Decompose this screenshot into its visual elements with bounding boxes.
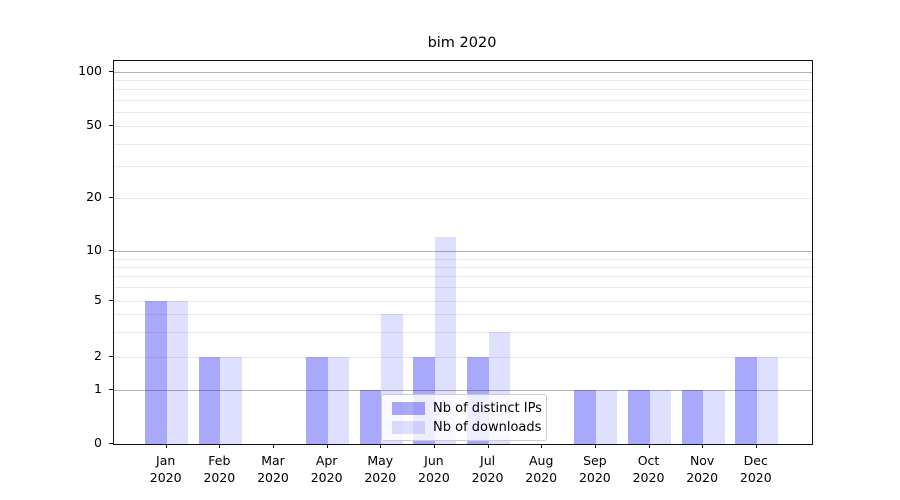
gridline-y-5 (114, 300, 812, 302)
bar-downloads-oct (649, 389, 671, 444)
y-tick-mark-2 (109, 356, 113, 357)
x-tick-mark-feb (219, 444, 221, 448)
x-tick-mark-sep (594, 444, 596, 448)
y-tick-label-5: 5 (94, 291, 102, 307)
bar-downloads-jun (434, 237, 457, 444)
gridline-y-2 (114, 357, 812, 358)
x-tick-label-jan: Jan 2020 (149, 453, 182, 485)
bar-distinct-ips-feb (198, 357, 221, 444)
bar-distinct-ips-nov (681, 389, 704, 444)
y-tick-mark-20 (109, 197, 113, 198)
y-tick-label-1: 1 (94, 380, 102, 396)
bar-downloads-dec (756, 357, 779, 444)
x-tick-mark-mar (272, 444, 274, 448)
x-tick-label-apr: Apr 2020 (310, 453, 343, 485)
gridline-y-1 (114, 389, 812, 391)
x-tick-label-may: May 2020 (364, 453, 397, 485)
y-tick-label-2: 2 (94, 348, 102, 363)
y-tick-label-0: 0 (94, 435, 102, 450)
gridline-y-3 (114, 331, 812, 333)
y-tick-mark-100 (109, 71, 113, 72)
bar-downloads-feb (220, 357, 242, 444)
gridline-y-6 (114, 287, 812, 289)
y-tick-label-10: 10 (86, 242, 102, 257)
x-tick-mark-aug (541, 444, 543, 448)
bar-distinct-ips-oct (628, 389, 650, 444)
x-tick-label-jul: Jul 2020 (471, 453, 504, 485)
gridline-y-60 (114, 111, 812, 113)
bar-downloads-apr (327, 357, 350, 444)
legend-swatch-downloads (392, 420, 425, 434)
bar-downloads-sep (595, 389, 618, 444)
gridline-y-9 (114, 258, 812, 260)
gridline-y-10 (114, 251, 812, 252)
legend-item-distinct-ips: Nb of distinct IPs (382, 401, 546, 416)
gridline-y-80 (114, 89, 812, 91)
gridline-y-70 (114, 99, 812, 101)
y-tick-label-20: 20 (86, 189, 102, 204)
gridline-y-100 (114, 72, 812, 73)
x-tick-label-aug: Aug 2020 (525, 453, 558, 485)
bar-distinct-ips-jan (145, 300, 167, 444)
x-tick-label-feb: Feb 2020 (203, 453, 236, 485)
x-tick-label-mar: Mar 2020 (257, 453, 289, 485)
legend: Nb of distinct IPs Nb of downloads (381, 394, 547, 441)
bar-distinct-ips-dec (735, 357, 757, 444)
y-tick-mark-5 (109, 299, 113, 301)
x-tick-mark-dec (755, 444, 757, 448)
x-tick-mark-jun (433, 444, 435, 448)
legend-label-distinct-ips: Nb of distinct IPs (433, 400, 542, 416)
gridline-y-50 (114, 126, 812, 127)
gridline-y-4 (114, 314, 812, 316)
x-tick-mark-may (380, 444, 382, 448)
x-tick-mark-jan (165, 444, 167, 448)
gridline-y-8 (114, 266, 812, 268)
gridline-y-7 (114, 276, 812, 278)
gridline-y-20 (114, 198, 812, 199)
y-tick-mark-1 (109, 388, 113, 390)
x-tick-label-nov: Nov 2020 (686, 453, 719, 485)
y-tick-mark-50 (109, 125, 113, 126)
bar-downloads-jan (166, 300, 189, 444)
gridline-y-90 (114, 80, 812, 82)
x-tick-label-sep: Sep 2020 (578, 453, 611, 485)
x-tick-label-oct: Oct 2020 (632, 453, 665, 485)
x-tick-mark-nov (702, 444, 704, 448)
x-tick-label-jun: Jun 2020 (418, 453, 450, 485)
y-tick-label-50: 50 (86, 117, 102, 132)
x-tick-mark-oct (648, 444, 650, 448)
legend-item-downloads: Nb of downloads (382, 420, 546, 435)
plot-area: Nb of distinct IPs Nb of downloads (113, 60, 813, 445)
gridline-y-40 (114, 143, 812, 145)
x-tick-mark-jul (487, 444, 489, 448)
bar-distinct-ips-apr (306, 357, 328, 444)
bar-distinct-ips-sep (574, 389, 596, 444)
legend-swatch-distinct-ips (392, 401, 425, 415)
chart-title: bim 2020 (427, 35, 497, 51)
y-tick-mark-10 (109, 250, 113, 251)
x-tick-label-dec: Dec 2020 (739, 453, 772, 485)
bar-distinct-ips-may (359, 389, 382, 444)
x-tick-mark-apr (326, 444, 328, 448)
y-tick-mark-0 (109, 443, 113, 444)
legend-label-downloads: Nb of downloads (433, 419, 542, 435)
y-tick-label-100: 100 (78, 63, 102, 78)
gridline-y-30 (114, 166, 812, 168)
bar-downloads-nov (703, 389, 725, 444)
